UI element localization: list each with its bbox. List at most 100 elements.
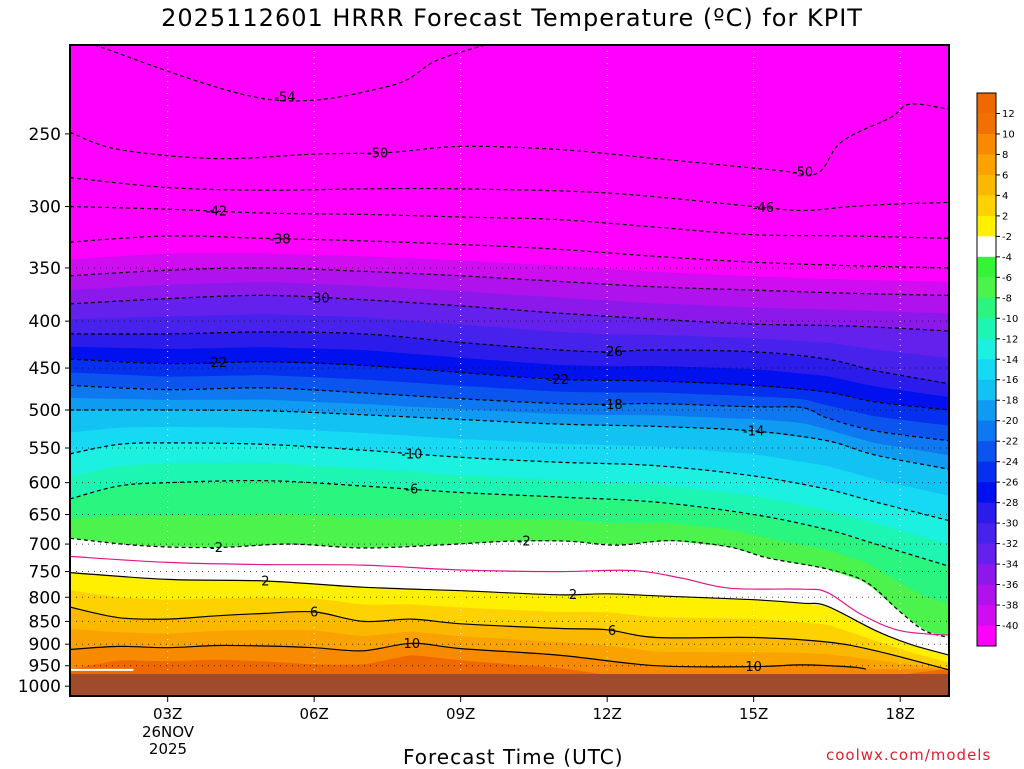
colorbar-segment	[977, 605, 996, 627]
isotherm--22	[70, 358, 949, 411]
x-tick-label: 06Z	[299, 705, 328, 723]
isotherm--18	[70, 384, 949, 442]
colorbar-label: -4	[1002, 252, 1012, 263]
colorbar-segment	[977, 174, 996, 196]
colorbar-segment	[977, 359, 996, 381]
isotherm--54	[94, 45, 486, 102]
contour-label: -10	[401, 447, 422, 462]
colorbar-label: 6	[1002, 170, 1008, 181]
contour-label: -14	[743, 424, 764, 439]
contour-label: -22	[206, 356, 227, 371]
colorbar-label: -6	[1002, 273, 1012, 284]
colorbar-label: -38	[1002, 601, 1018, 612]
colorbar-segment	[977, 236, 996, 258]
x-tick-label: 12Z	[592, 705, 621, 723]
colorbar-segment	[977, 318, 996, 340]
colorbar-label: -22	[1002, 437, 1018, 448]
colorbar-segment	[977, 584, 996, 606]
isotherm--46	[70, 177, 949, 212]
colorbar-label: -30	[1002, 519, 1018, 530]
colorbar-label: -20	[1002, 416, 1018, 427]
colorbar-label: -24	[1002, 457, 1018, 468]
y-tick-label: 500	[29, 401, 61, 421]
colorbar-label: -40	[1002, 621, 1018, 632]
contour-label: -22	[548, 373, 569, 388]
colorbar-segment	[977, 523, 996, 545]
colorbar-segment	[977, 461, 996, 483]
isotherm-2	[70, 572, 949, 656]
colorbar-label: -2	[1002, 232, 1012, 243]
colorbar-label: 8	[1002, 150, 1008, 161]
x-tick-label: 15Z	[739, 705, 768, 723]
y-tick-label: 550	[29, 439, 61, 459]
colorbar-label: 2	[1002, 211, 1008, 222]
y-tick-label: 900	[29, 635, 61, 655]
source-credit: coolwx.com/models	[826, 746, 992, 764]
x-axis-label: Forecast Time (UTC)	[403, 745, 624, 769]
y-tick-label: 400	[29, 312, 61, 332]
y-tick-label: 600	[29, 474, 61, 494]
time-axis: 26NOV 2025 03Z 06Z 09Z 12Z 15Z 18Z	[142, 696, 915, 758]
colorbar-segment	[977, 625, 996, 647]
contour-label: 2	[261, 575, 269, 590]
colorbar-label: 12	[1002, 109, 1015, 120]
colorbar-label: -34	[1002, 560, 1018, 571]
colorbar-segment	[977, 113, 996, 135]
colorbar-segment	[977, 256, 996, 278]
contour-label: 2	[569, 588, 577, 603]
colorbar-label: -14	[1002, 355, 1018, 366]
colorbar-segment	[977, 297, 996, 319]
y-tick-label: 750	[29, 563, 61, 583]
y-tick-label: 450	[29, 359, 61, 379]
isotherm--10	[70, 442, 949, 522]
colorbar-segment	[977, 215, 996, 237]
colorbar-label: -12	[1002, 334, 1018, 345]
ground-below-surface	[70, 668, 949, 696]
isotherm--2	[70, 537, 949, 639]
colorbar-label: -16	[1002, 375, 1018, 386]
colorbar-segment	[977, 277, 996, 299]
colorbar-segment	[977, 379, 996, 401]
colorbar-frame	[976, 92, 997, 647]
colorbar-segment	[977, 400, 996, 422]
date-label-year: 2025	[149, 740, 187, 758]
y-tick-label: 250	[29, 125, 61, 145]
colorbar-label: 10	[1002, 129, 1015, 140]
contour-label: -46	[753, 201, 774, 216]
y-tick-label: 950	[29, 657, 61, 677]
colorbar-label: -26	[1002, 478, 1018, 489]
isotherm-contours	[70, 45, 949, 671]
isotherm--50	[70, 103, 949, 176]
colorbar-label: -18	[1002, 396, 1018, 407]
ground-fill	[70, 674, 949, 696]
grid	[70, 45, 949, 675]
x-tick-label: 09Z	[446, 705, 475, 723]
colorbar-segment	[977, 564, 996, 586]
colorbar-segment	[977, 195, 996, 217]
contour-label: -38	[269, 232, 290, 247]
colorbar-segment	[977, 543, 996, 565]
y-tick-label: 350	[29, 259, 61, 279]
contour-label: -6	[405, 483, 418, 498]
contour-label: 6	[608, 624, 616, 639]
plot-frame	[69, 44, 950, 697]
colorbar-segment	[977, 502, 996, 524]
colorbar-label: -10	[1002, 314, 1018, 325]
contour-label: 10	[745, 660, 762, 675]
y-tick-label: 700	[29, 535, 61, 555]
colorbar-segment	[977, 93, 996, 114]
isotherm-10	[70, 642, 867, 670]
contour-label: -2	[210, 541, 223, 556]
isotherm--6	[70, 479, 949, 567]
colorbar-label: 4	[1002, 191, 1008, 202]
chart-title: 2025112601 HRRR Forecast Temperature (ºC…	[161, 4, 863, 32]
contour-label: -26	[601, 345, 622, 360]
contour-label: -42	[206, 205, 227, 220]
colorbar-segment	[977, 338, 996, 360]
contour-label: -2	[518, 535, 531, 550]
colorbar-label: -36	[1002, 580, 1018, 591]
contour-label: -30	[308, 291, 329, 306]
isotherm-6	[70, 606, 949, 671]
x-tick-label: 03Z	[153, 705, 182, 723]
